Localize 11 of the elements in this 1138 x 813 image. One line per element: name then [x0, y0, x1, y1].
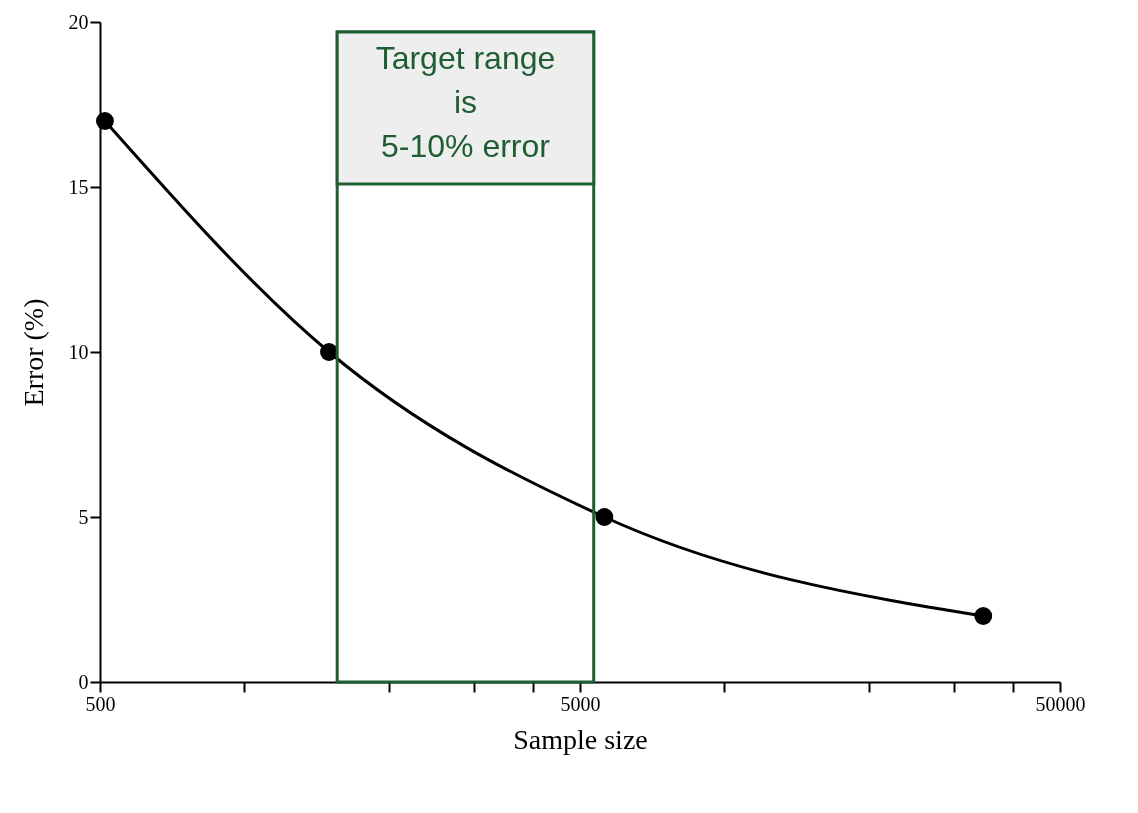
- y-axis-title: Error (%): [17, 298, 49, 407]
- y-tick-label: 15: [68, 175, 89, 198]
- y-tick-label: 10: [68, 340, 89, 363]
- x-tick-label: 500: [85, 692, 116, 715]
- x-tick-label: 50000: [1035, 692, 1086, 715]
- y-tick-label: 0: [78, 670, 89, 693]
- band-label: Target range is 5-10% error: [375, 40, 556, 164]
- y-tick-label: 5: [78, 505, 89, 528]
- x-axis-title: Sample size: [513, 723, 648, 755]
- x-tick-label: 5000: [560, 692, 601, 715]
- y-tick-label: 20: [68, 10, 89, 33]
